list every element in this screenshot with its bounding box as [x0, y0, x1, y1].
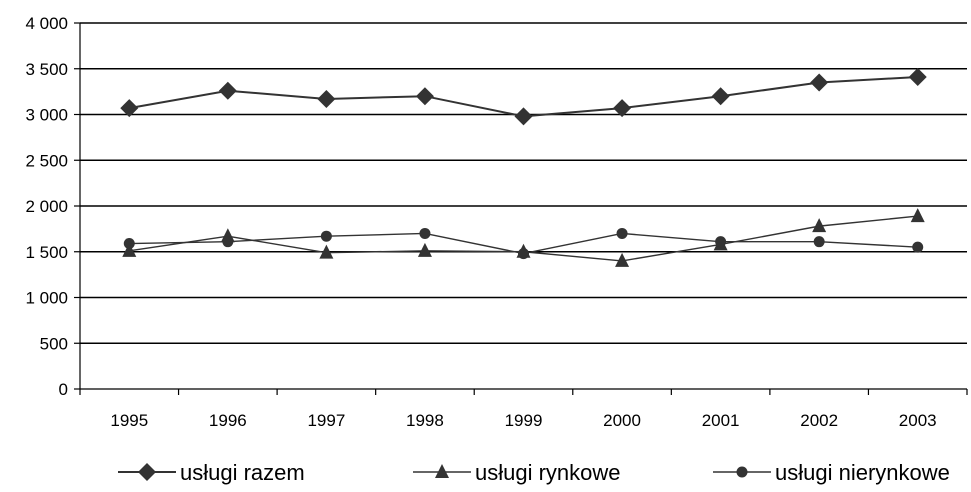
y-tick-label: 2 500: [25, 151, 68, 170]
diamond-marker: [613, 99, 632, 118]
diamond-series: [120, 67, 927, 126]
legend-label: usługi razem: [180, 460, 305, 485]
legend-item: usługi nierynkowe: [713, 460, 950, 485]
legend-item: usługi razem: [118, 460, 305, 485]
legend-circle-marker: [736, 466, 748, 478]
x-tick-label: 2001: [702, 411, 740, 430]
diamond-marker: [810, 73, 829, 92]
diamond-marker: [415, 87, 434, 106]
circle-marker: [813, 236, 825, 248]
gridlines: [80, 22, 967, 344]
x-tick-label: 1995: [110, 411, 148, 430]
y-tick-label: 500: [40, 334, 68, 353]
y-tick-label: 1 500: [25, 243, 68, 262]
circle-marker: [320, 230, 332, 242]
legend-triangle-marker: [435, 464, 449, 478]
circle-marker: [616, 227, 628, 239]
y-tick-label: 2 000: [25, 197, 68, 216]
series-group: [120, 67, 927, 267]
x-axis-ticks: 1995 1996 1997 1998 1999 2000 2001 2002 2003: [79, 389, 968, 430]
y-tick-label: 1 000: [25, 289, 68, 308]
legend-diamond-marker: [138, 463, 156, 481]
triangle-marker: [417, 242, 432, 257]
triangle-marker: [910, 208, 925, 223]
diamond-marker: [711, 87, 730, 106]
y-tick-label: 3 500: [25, 60, 68, 79]
y-tick-label: 0: [59, 380, 68, 399]
circle-marker: [123, 238, 135, 250]
y-tick-label: 3 000: [25, 106, 68, 125]
x-tick-label: 2003: [899, 411, 937, 430]
legend-label: usługi rynkowe: [475, 460, 621, 485]
x-tick-label: 1998: [406, 411, 444, 430]
circle-marker: [419, 227, 431, 239]
triangle-marker: [122, 242, 137, 257]
triangle-marker: [615, 252, 630, 267]
diamond-marker: [218, 81, 237, 100]
diamond-marker: [317, 89, 336, 108]
y-tick-label: 4 000: [25, 14, 68, 33]
x-tick-label: 1999: [505, 411, 543, 430]
x-tick-label: 2002: [800, 411, 838, 430]
circle-marker: [912, 241, 924, 253]
x-tick-label: 1997: [307, 411, 345, 430]
legend: usługi razem usługi rynkowe usługi nierynk…: [118, 460, 950, 485]
y-axis-ticks: 0 500 1 000 1 500 2 000 2 500 3 000 3 500 4 000: [25, 14, 80, 399]
diamond-marker: [908, 67, 927, 86]
circle-marker: [715, 236, 727, 248]
circle-marker: [222, 236, 234, 248]
triangle-marker: [319, 244, 334, 259]
diamond-marker: [120, 99, 139, 118]
legend-label: usługi nierynkowe: [775, 460, 950, 485]
circle-series: [123, 227, 924, 260]
diamond-marker: [514, 107, 533, 126]
circle-marker: [518, 248, 529, 260]
x-tick-label: 1996: [209, 411, 247, 430]
x-tick-label: 2000: [603, 411, 641, 430]
triangle-marker: [812, 218, 827, 233]
legend-item: usługi rynkowe: [413, 460, 621, 485]
